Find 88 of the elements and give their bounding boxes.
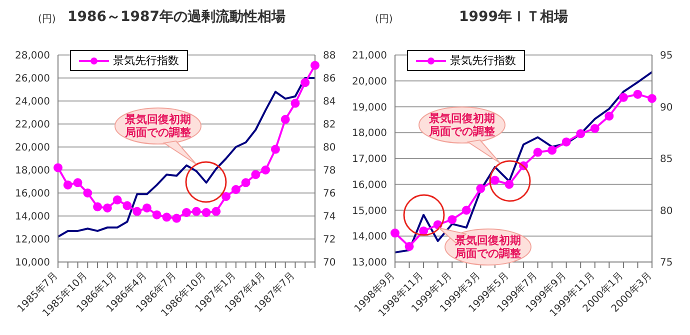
point [290, 98, 300, 108]
point [212, 206, 221, 216]
y2-tick-label: 95 [660, 50, 673, 62]
annotation: 景気回復初期局面での調整 [428, 112, 496, 138]
y2-tick-label: 80 [660, 206, 673, 217]
point [604, 112, 614, 121]
point [633, 90, 642, 99]
point [152, 210, 162, 220]
y-tick-label: 14,000 [15, 212, 50, 223]
point [462, 206, 471, 215]
annotation: 景気回復初期局面での調整 [124, 113, 192, 139]
legend-label: 景気先行指数 [113, 53, 179, 68]
y-tick-label: 28,000 [15, 50, 50, 62]
point [448, 215, 457, 224]
point [476, 184, 486, 194]
y-tick-label: 21,000 [352, 50, 387, 62]
point [576, 129, 586, 138]
point [102, 203, 112, 212]
y-tick-label: 16,000 [15, 188, 50, 200]
point [112, 195, 122, 204]
y-tick-label: 19,000 [352, 102, 387, 114]
y-tick-label: 14,000 [352, 232, 387, 243]
y-tick-label: 13,000 [352, 258, 387, 269]
chart-title: 1986～1987年の過剰流動性相場 [68, 9, 286, 25]
point [231, 185, 240, 194]
point [162, 212, 172, 222]
y-tick-label: 20,000 [15, 142, 50, 154]
y2-tick-label: 85 [660, 154, 673, 166]
y2-tick-label: 76 [323, 188, 336, 200]
point [404, 242, 414, 251]
y2-tick-label: 74 [323, 212, 336, 223]
point [222, 192, 231, 201]
point [490, 176, 500, 185]
y2-tick-label: 82 [323, 120, 336, 131]
y2-tick-label: 86 [323, 74, 336, 85]
y-tick-label: 26,000 [15, 74, 50, 85]
y2-tick-label: 75 [660, 258, 673, 269]
point [172, 214, 182, 223]
legend-label: 景気先行指数 [450, 53, 516, 68]
point [261, 166, 270, 174]
annotation: 景気回復初期局面での調整 [454, 234, 522, 260]
y-tick-label: 15,000 [352, 206, 387, 217]
y-axis-title: (円) [38, 13, 56, 26]
point [270, 144, 280, 154]
y-tick-label: 18,000 [352, 128, 387, 140]
point [390, 228, 400, 238]
point [54, 163, 62, 172]
point [63, 180, 72, 190]
point [590, 124, 600, 133]
y-tick-label: 17,000 [352, 154, 387, 166]
y-tick-label: 10,000 [15, 258, 50, 269]
point [202, 208, 211, 218]
y2-tick-label: 78 [323, 166, 336, 177]
point [241, 178, 250, 188]
point [300, 78, 310, 88]
point [280, 114, 290, 124]
y-tick-label: 12,000 [15, 234, 50, 246]
y-axis-title: (円) [375, 13, 393, 26]
point [533, 148, 542, 157]
point [618, 92, 628, 102]
y-tick-label: 22,000 [15, 120, 50, 131]
point [419, 226, 428, 236]
y-tick-label: 16,000 [352, 180, 387, 191]
line-series [57, 77, 316, 238]
y2-tick-label: 70 [323, 258, 336, 269]
point [562, 137, 571, 146]
y-tick-label: 24,000 [15, 96, 50, 108]
y2-tick-label: 72 [323, 234, 336, 246]
point [504, 180, 514, 189]
chart-title: 1999年ＩＴ相場 [459, 9, 568, 25]
point [548, 146, 557, 155]
point [251, 170, 260, 180]
point [310, 60, 320, 70]
point [142, 203, 152, 212]
point [73, 178, 82, 188]
point [132, 206, 142, 216]
y-tick-label: 18,000 [15, 166, 50, 177]
point [182, 208, 191, 218]
point [122, 201, 132, 210]
point [93, 202, 102, 212]
y-tick-label: 20,000 [352, 76, 387, 88]
point [648, 94, 656, 103]
y2-tick-label: 88 [323, 50, 336, 62]
y2-tick-label: 90 [660, 102, 673, 114]
point [83, 188, 92, 198]
y2-tick-label: 84 [323, 96, 336, 108]
y2-tick-label: 80 [323, 142, 336, 154]
point [192, 206, 201, 216]
